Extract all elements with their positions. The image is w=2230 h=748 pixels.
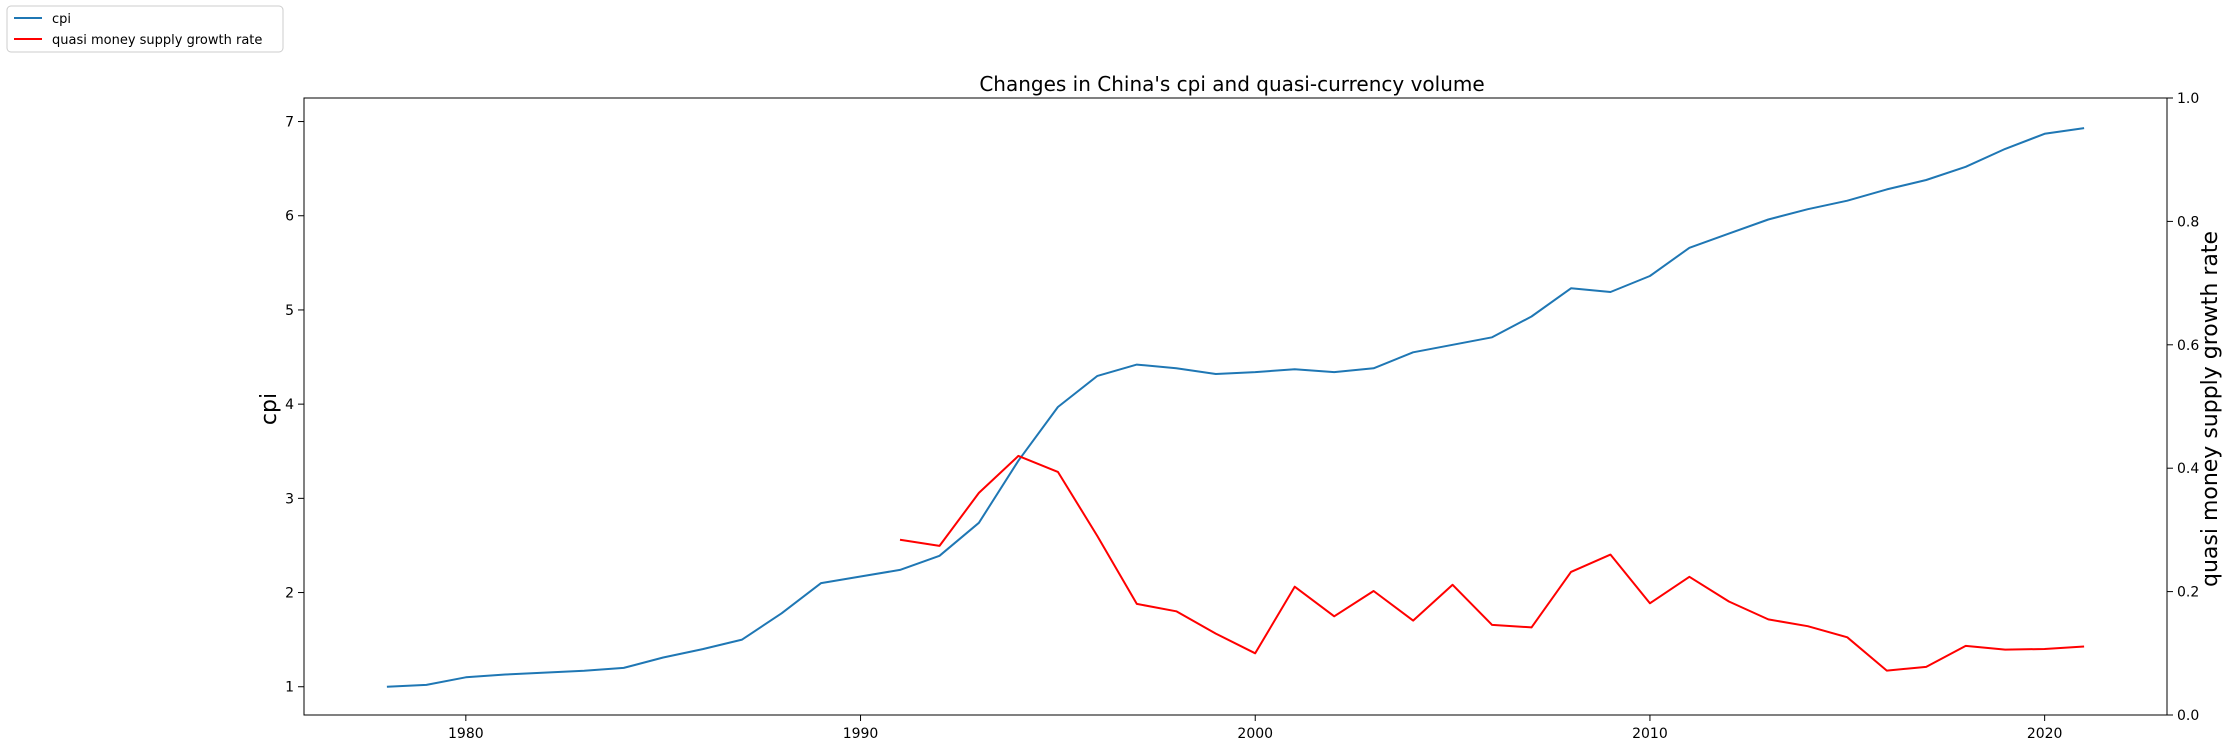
legend-entry: cpi	[52, 12, 71, 27]
y-tick-label: 1	[285, 680, 294, 696]
plot-frame	[303, 97, 2168, 716]
x-tick-label: 2010	[1632, 726, 1668, 742]
y-tick-label: 2	[285, 586, 294, 602]
legend-box	[6, 5, 284, 53]
y-tick-label: 3	[285, 491, 294, 507]
legend-entry: quasi money supply growth rate	[52, 33, 262, 48]
y2-tick-label: 0.4	[2177, 461, 2199, 477]
y2-axis-label: quasi money supply growth rate	[2198, 231, 2223, 587]
chart-title: Changes in China's cpi and quasi-currenc…	[979, 72, 1484, 96]
y-axis-label: cpi	[257, 393, 282, 425]
series-line-cpi	[386, 127, 2085, 688]
x-tick-label: 2000	[1237, 726, 1273, 742]
y2-tick-label: 0.0	[2177, 708, 2199, 724]
x-tick-label: 2020	[2027, 726, 2063, 742]
y2-tick-label: 0.6	[2177, 338, 2199, 354]
y-axis-right: 0.0 0.2 0.4 0.6 0.8 1.0	[2167, 91, 2199, 724]
plot-border	[303, 97, 2168, 716]
x-tick-label: 1980	[448, 726, 484, 742]
y2-tick-label: 1.0	[2177, 91, 2199, 107]
series-layer	[386, 127, 2085, 688]
legend: cpi quasi money supply growth rate	[6, 5, 284, 53]
y-tick-label: 5	[285, 303, 294, 319]
x-tick-label: 1990	[843, 726, 879, 742]
y-tick-label: 6	[285, 209, 294, 225]
y2-tick-label: 0.2	[2177, 585, 2199, 601]
y-tick-label: 4	[285, 397, 294, 413]
series-line-quasi-money	[899, 454, 2085, 672]
y2-tick-label: 0.8	[2177, 214, 2199, 230]
x-axis: 1980 1990 2000 2010 2020	[448, 715, 2062, 742]
y-axis-left: 1 2 3 4 5 6 7	[285, 115, 304, 696]
y-tick-label: 7	[285, 115, 294, 131]
